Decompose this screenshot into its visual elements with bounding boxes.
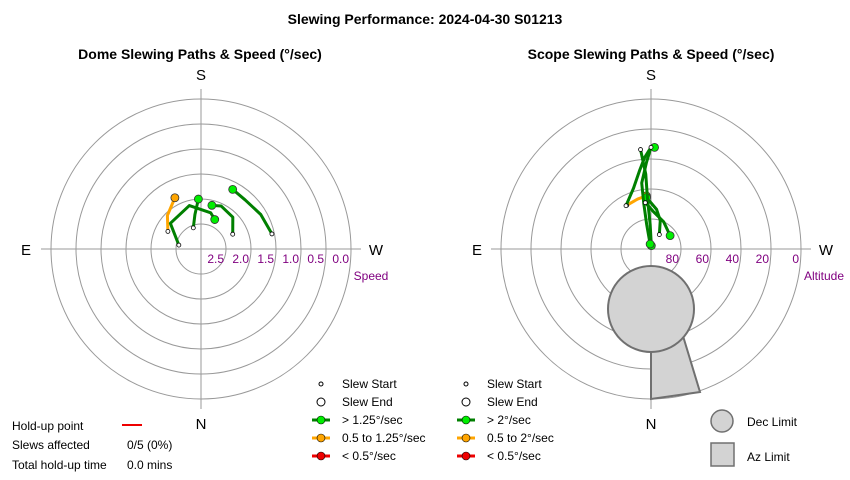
legend-slow-marker [461, 451, 471, 461]
dome-slew-path [210, 203, 235, 236]
holdup-info: Hold-up point Slews affected 0/5 (0%) To… [12, 419, 172, 472]
dome-tick-label: 2.5 [207, 252, 224, 266]
scope-slews [623, 142, 675, 251]
dome-tick-label: 1.5 [257, 252, 274, 266]
dome-dir-right: W [369, 242, 384, 259]
scope-slew-path [639, 148, 653, 248]
dome-tick-label: 0.5 [307, 252, 324, 266]
limits-legend: Dec Limit Az Limit [710, 409, 798, 467]
dome-slew-end-marker [207, 200, 217, 210]
dome-chart: Dome Slewing Paths & Speed (°/sec) S N E… [21, 46, 388, 433]
scope-slew-path [643, 201, 672, 238]
scope-dir-top: S [646, 67, 656, 84]
scope-slew-end-marker [645, 239, 655, 249]
dome-slews [165, 185, 275, 248]
dome-slew-end-marker [170, 193, 180, 203]
az-limit-legend-marker [710, 442, 735, 467]
slews-affected-label: Slews affected [12, 438, 90, 452]
legend-medium-marker [461, 433, 471, 443]
scope-legend-slew-start: Slew Start [487, 377, 542, 391]
dome-slew-end-marker [193, 194, 203, 204]
dome-slew-end-marker [210, 215, 220, 224]
dome-slew-end-marker [228, 185, 238, 194]
legend-slew-start-marker [463, 381, 469, 387]
scope-radial-label: Altitude [804, 269, 844, 283]
dome-slew-start-marker [230, 231, 236, 237]
dome-chart-title: Dome Slewing Paths & Speed (°/sec) [78, 46, 322, 62]
dome-slew-path [231, 187, 274, 236]
scope-dir-right: W [819, 242, 834, 259]
scope-slew-start-marker [638, 147, 643, 152]
az-limit-legend-label: Az Limit [747, 450, 790, 464]
scope-slew-start-marker [656, 232, 662, 237]
dec-limit-region [607, 265, 695, 353]
holdup-time-label: Total hold-up time [12, 458, 107, 472]
scope-dir-left: E [472, 242, 482, 259]
scope-dir-bottom: N [646, 416, 657, 433]
legend-slew-end-marker [316, 397, 326, 407]
scope-slew-path [624, 145, 653, 208]
scope-chart: Scope Slewing Paths & Speed (°/sec) S N … [472, 46, 844, 433]
scope-slew-start-marker [648, 144, 654, 150]
legend-slew-end-marker [461, 397, 471, 407]
scope-slew-start-marker [623, 203, 629, 209]
scope-tick-label: 40 [726, 252, 740, 266]
dome-slew-start-marker [269, 231, 275, 237]
dome-legend-fast: > 1.25°/sec [342, 413, 403, 427]
scope-legend-slew-end: Slew End [487, 395, 538, 409]
dome-radial-label: Speed [354, 269, 389, 283]
legend-medium-marker [316, 433, 326, 443]
scope-tick-label: 80 [666, 252, 680, 266]
dome-radial-ticks: 2.5 2.0 1.5 1.0 0.5 0.0 [207, 252, 349, 266]
dome-legend-medium: 0.5 to 1.25°/sec [342, 431, 426, 445]
dome-legend: Slew Start Slew End > 1.25°/sec 0.5 to 1… [312, 377, 426, 463]
dome-legend-slow: < 0.5°/sec [342, 449, 396, 463]
dome-slew-start-marker [176, 242, 182, 248]
scope-slew-path [640, 145, 653, 246]
scope-slew-end-marker [665, 231, 675, 241]
dome-slew-start-marker [165, 228, 171, 234]
dome-tick-label: 1.0 [282, 252, 299, 266]
dome-slew-path [191, 197, 200, 230]
scope-legend-fast: > 2°/sec [487, 413, 531, 427]
dome-legend-slew-end: Slew End [342, 395, 393, 409]
dome-legend-slew-start: Slew Start [342, 377, 397, 391]
slews-affected-value: 0/5 (0%) [127, 438, 172, 452]
dec-limit-legend-marker [710, 409, 734, 433]
legend-slow-marker [316, 451, 326, 461]
dome-polar-grid [41, 89, 361, 409]
scope-tick-label: 60 [696, 252, 710, 266]
scope-legend-slow: < 0.5°/sec [487, 449, 541, 463]
dec-limit-legend-label: Dec Limit [747, 415, 798, 429]
dome-dir-top: S [196, 67, 206, 84]
scope-limits [607, 265, 702, 401]
legend-fast-marker [461, 415, 471, 425]
dome-tick-label: 2.0 [232, 252, 249, 266]
figure-title: Slewing Performance: 2024-04-30 S01213 [288, 11, 563, 27]
legend-fast-marker [316, 415, 326, 425]
dome-dir-bottom: N [196, 416, 207, 433]
scope-tick-label: 20 [756, 252, 770, 266]
dome-dir-left: E [21, 242, 31, 259]
scope-legend-medium: 0.5 to 2°/sec [487, 431, 554, 445]
holdup-time-value: 0.0 mins [127, 458, 172, 472]
dome-slew-start-marker [190, 225, 196, 231]
scope-slew-start-marker [642, 200, 648, 206]
scope-legend: Slew Start Slew End > 2°/sec 0.5 to 2°/s… [457, 377, 554, 463]
dome-slew-path [165, 196, 177, 233]
scope-tick-label: 0 [792, 252, 799, 266]
dome-tick-label: 0.0 [332, 252, 349, 266]
holdup-point-label: Hold-up point [12, 419, 84, 433]
scope-chart-title: Scope Slewing Paths & Speed (°/sec) [528, 46, 775, 62]
legend-slew-start-marker [318, 381, 324, 387]
dome-slew-path [168, 204, 217, 247]
scope-radial-ticks: 80 60 40 20 0 [666, 252, 800, 266]
